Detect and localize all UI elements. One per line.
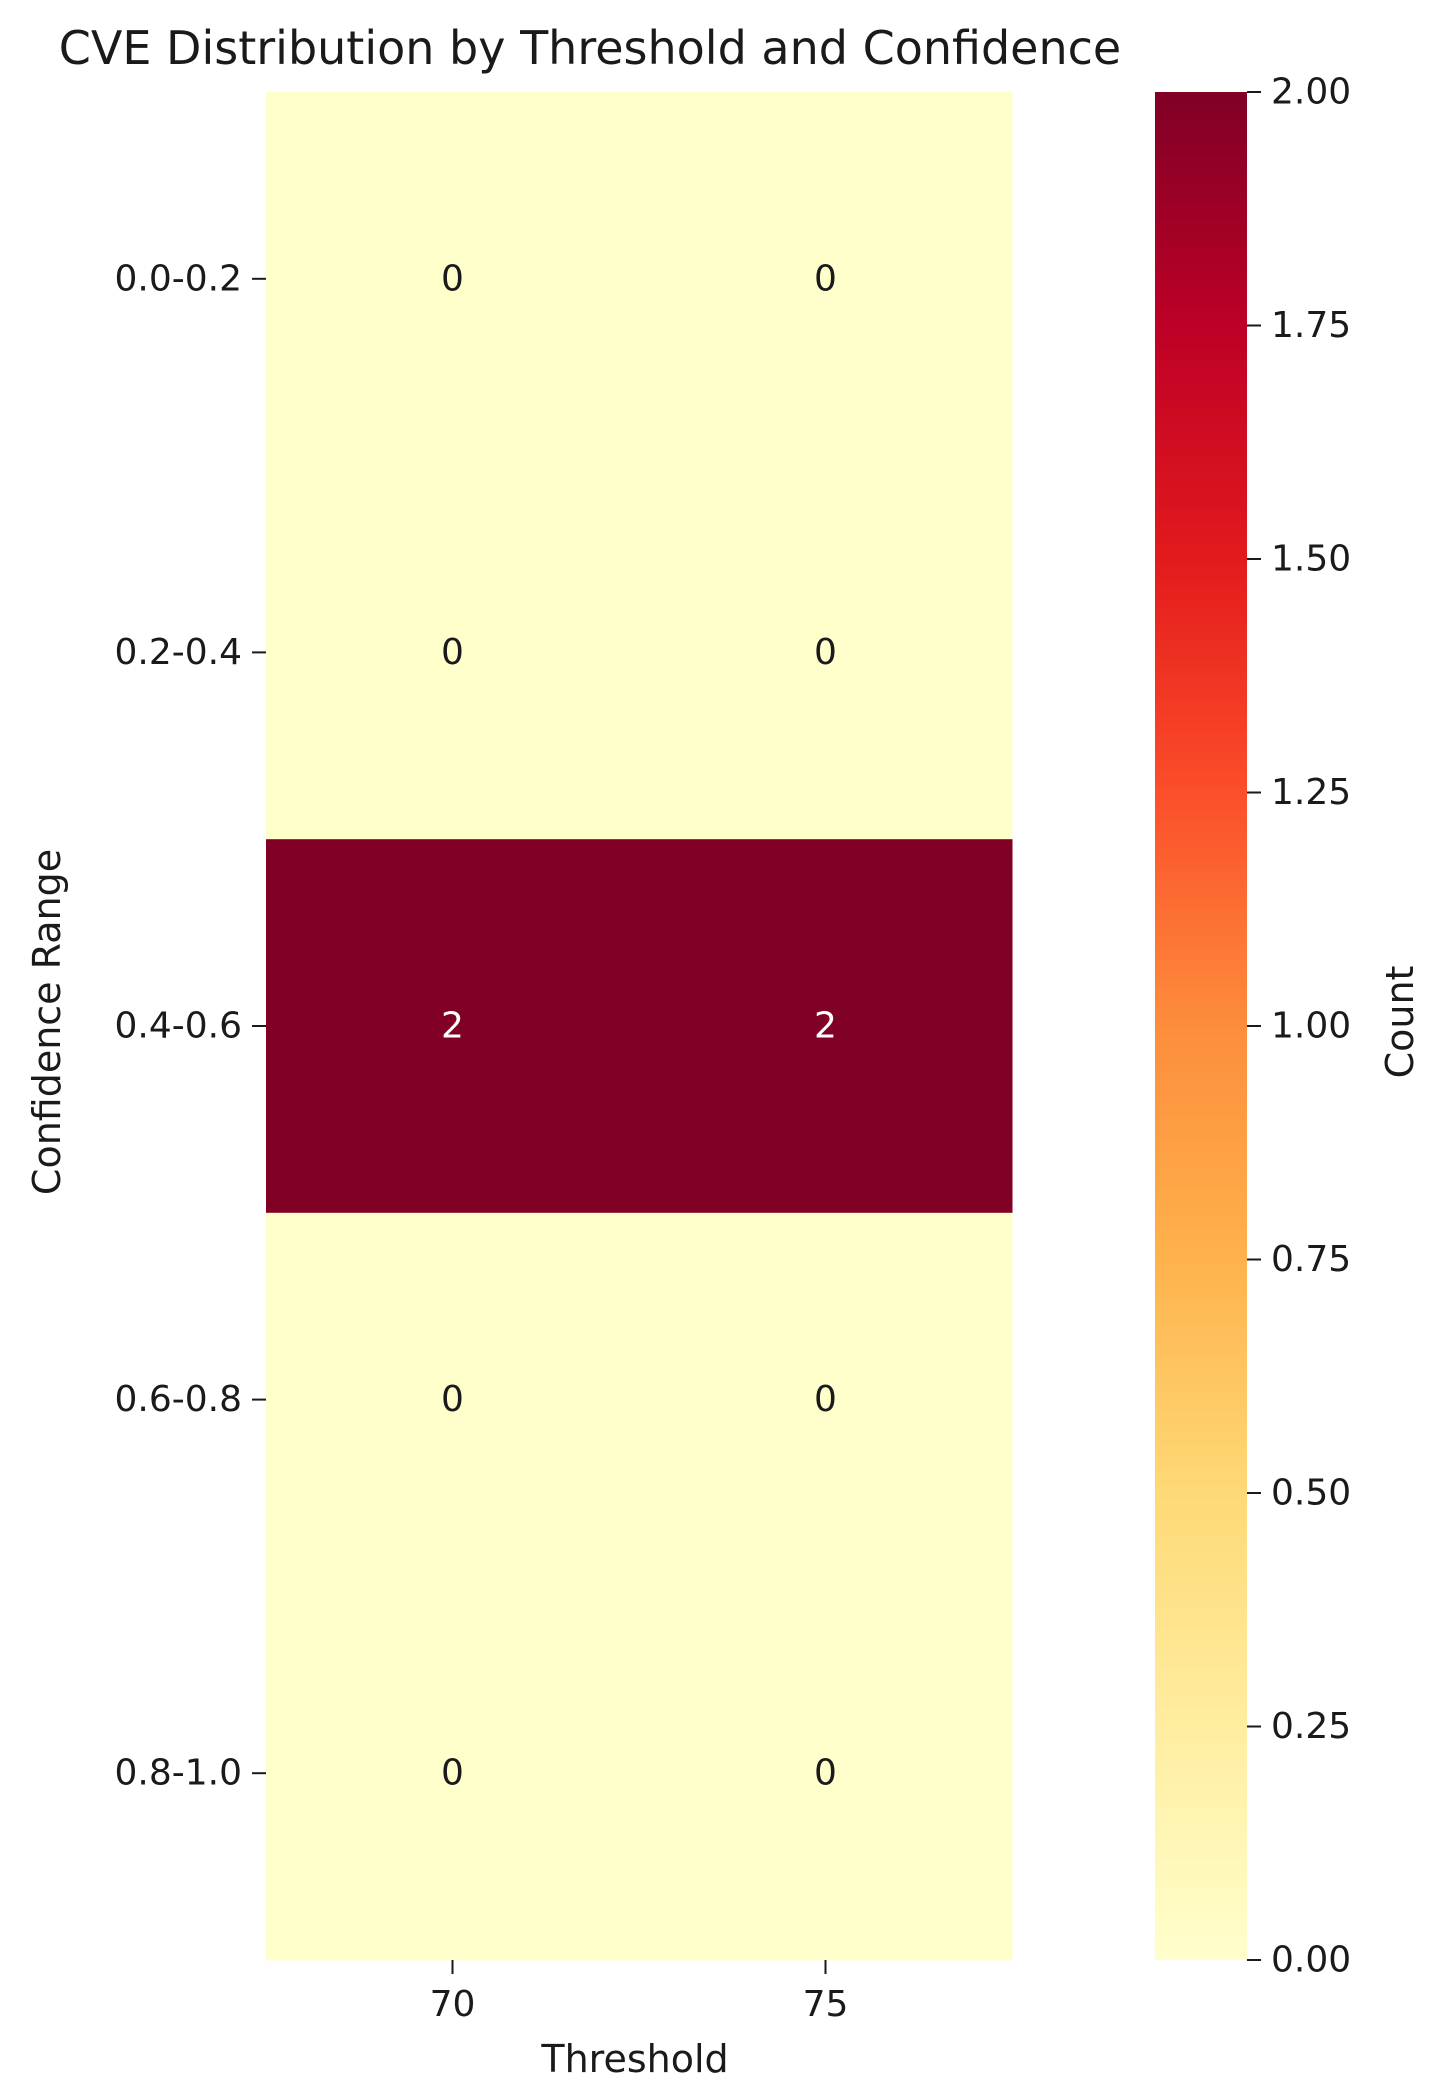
heatmap-cell-0-8-1-0-75 xyxy=(639,1586,1013,1961)
y-tick-label: 0.0-0.2 xyxy=(115,258,243,299)
colorbar-tick-label: 0.75 xyxy=(1271,1239,1351,1280)
heatmap-cell-0-8-1-0-70 xyxy=(266,1586,640,1961)
x-tick-label: 75 xyxy=(803,1984,849,2025)
cell-value-label: 0 xyxy=(441,1753,464,1794)
heatmap-cell-0-4-0-6-70 xyxy=(266,839,640,1214)
cell-value-label: 0 xyxy=(441,1379,464,1420)
y-tick-label: 0.6-0.8 xyxy=(115,1379,243,1420)
y-tick-label: 0.4-0.6 xyxy=(115,1006,243,1047)
cell-value-label: 0 xyxy=(814,1379,837,1420)
cell-value-label: 0 xyxy=(441,258,464,299)
colorbar-tick-label: 1.25 xyxy=(1271,772,1351,813)
cell-value-label: 2 xyxy=(814,1006,837,1047)
colorbar-ticks: 0.00 0.25 0.50 0.75 1.00 1.25 1.50 1.75 2.00 xyxy=(1247,72,1351,1981)
heatmap-cell-0-4-0-6-75 xyxy=(639,839,1013,1214)
x-axis-ticks: 70 75 xyxy=(430,1960,849,2025)
heatmap-cell-0-6-0-8-75 xyxy=(639,1212,1013,1587)
y-tick-label: 0.8-1.0 xyxy=(115,1753,243,1794)
cell-value-label: 2 xyxy=(441,1006,464,1047)
cell-value-label: 0 xyxy=(814,1753,837,1794)
colorbar-tick-label: 0.25 xyxy=(1271,1706,1351,1747)
colorbar-tick-label: 0.50 xyxy=(1271,1473,1351,1514)
y-axis-ticks: 0.0-0.2 0.2-0.4 0.4-0.6 0.6-0.8 0.8-1.0 xyxy=(115,258,266,1794)
x-tick-label: 70 xyxy=(430,1984,476,2025)
heatmap-cell-0-6-0-8-70 xyxy=(266,1212,640,1587)
cell-value-label: 0 xyxy=(814,258,837,299)
cell-value-label: 0 xyxy=(814,632,837,673)
colorbar-tick-label: 0.00 xyxy=(1271,1940,1351,1981)
colorbar-tick-label: 1.50 xyxy=(1271,539,1351,580)
chart-title: CVE Distribution by Threshold and Confid… xyxy=(59,21,1121,75)
x-axis-label: Threshold xyxy=(540,2037,728,2081)
heatmap-cell-0-2-0-4-75 xyxy=(639,465,1013,840)
heatmap-cell-0-0-0-2-70 xyxy=(266,92,640,467)
heatmap-cell-labels: 0 0 0 0 2 2 0 0 0 0 xyxy=(441,258,837,1793)
heatmap-cell-0-2-0-4-70 xyxy=(266,465,640,840)
colorbar-tick-label: 1.00 xyxy=(1271,1006,1351,1047)
colorbar-tick-label: 2.00 xyxy=(1271,72,1351,113)
colorbar-tick-label: 1.75 xyxy=(1271,305,1351,346)
y-tick-label: 0.2-0.4 xyxy=(115,632,243,673)
colorbar-label: Count xyxy=(1378,966,1422,1079)
colorbar xyxy=(1155,92,1247,1960)
cell-value-label: 0 xyxy=(441,632,464,673)
heatmap-cell-0-0-0-2-75 xyxy=(639,92,1013,467)
heatmap-cells xyxy=(266,92,1013,1961)
y-axis-label: Confidence Range xyxy=(25,849,69,1195)
